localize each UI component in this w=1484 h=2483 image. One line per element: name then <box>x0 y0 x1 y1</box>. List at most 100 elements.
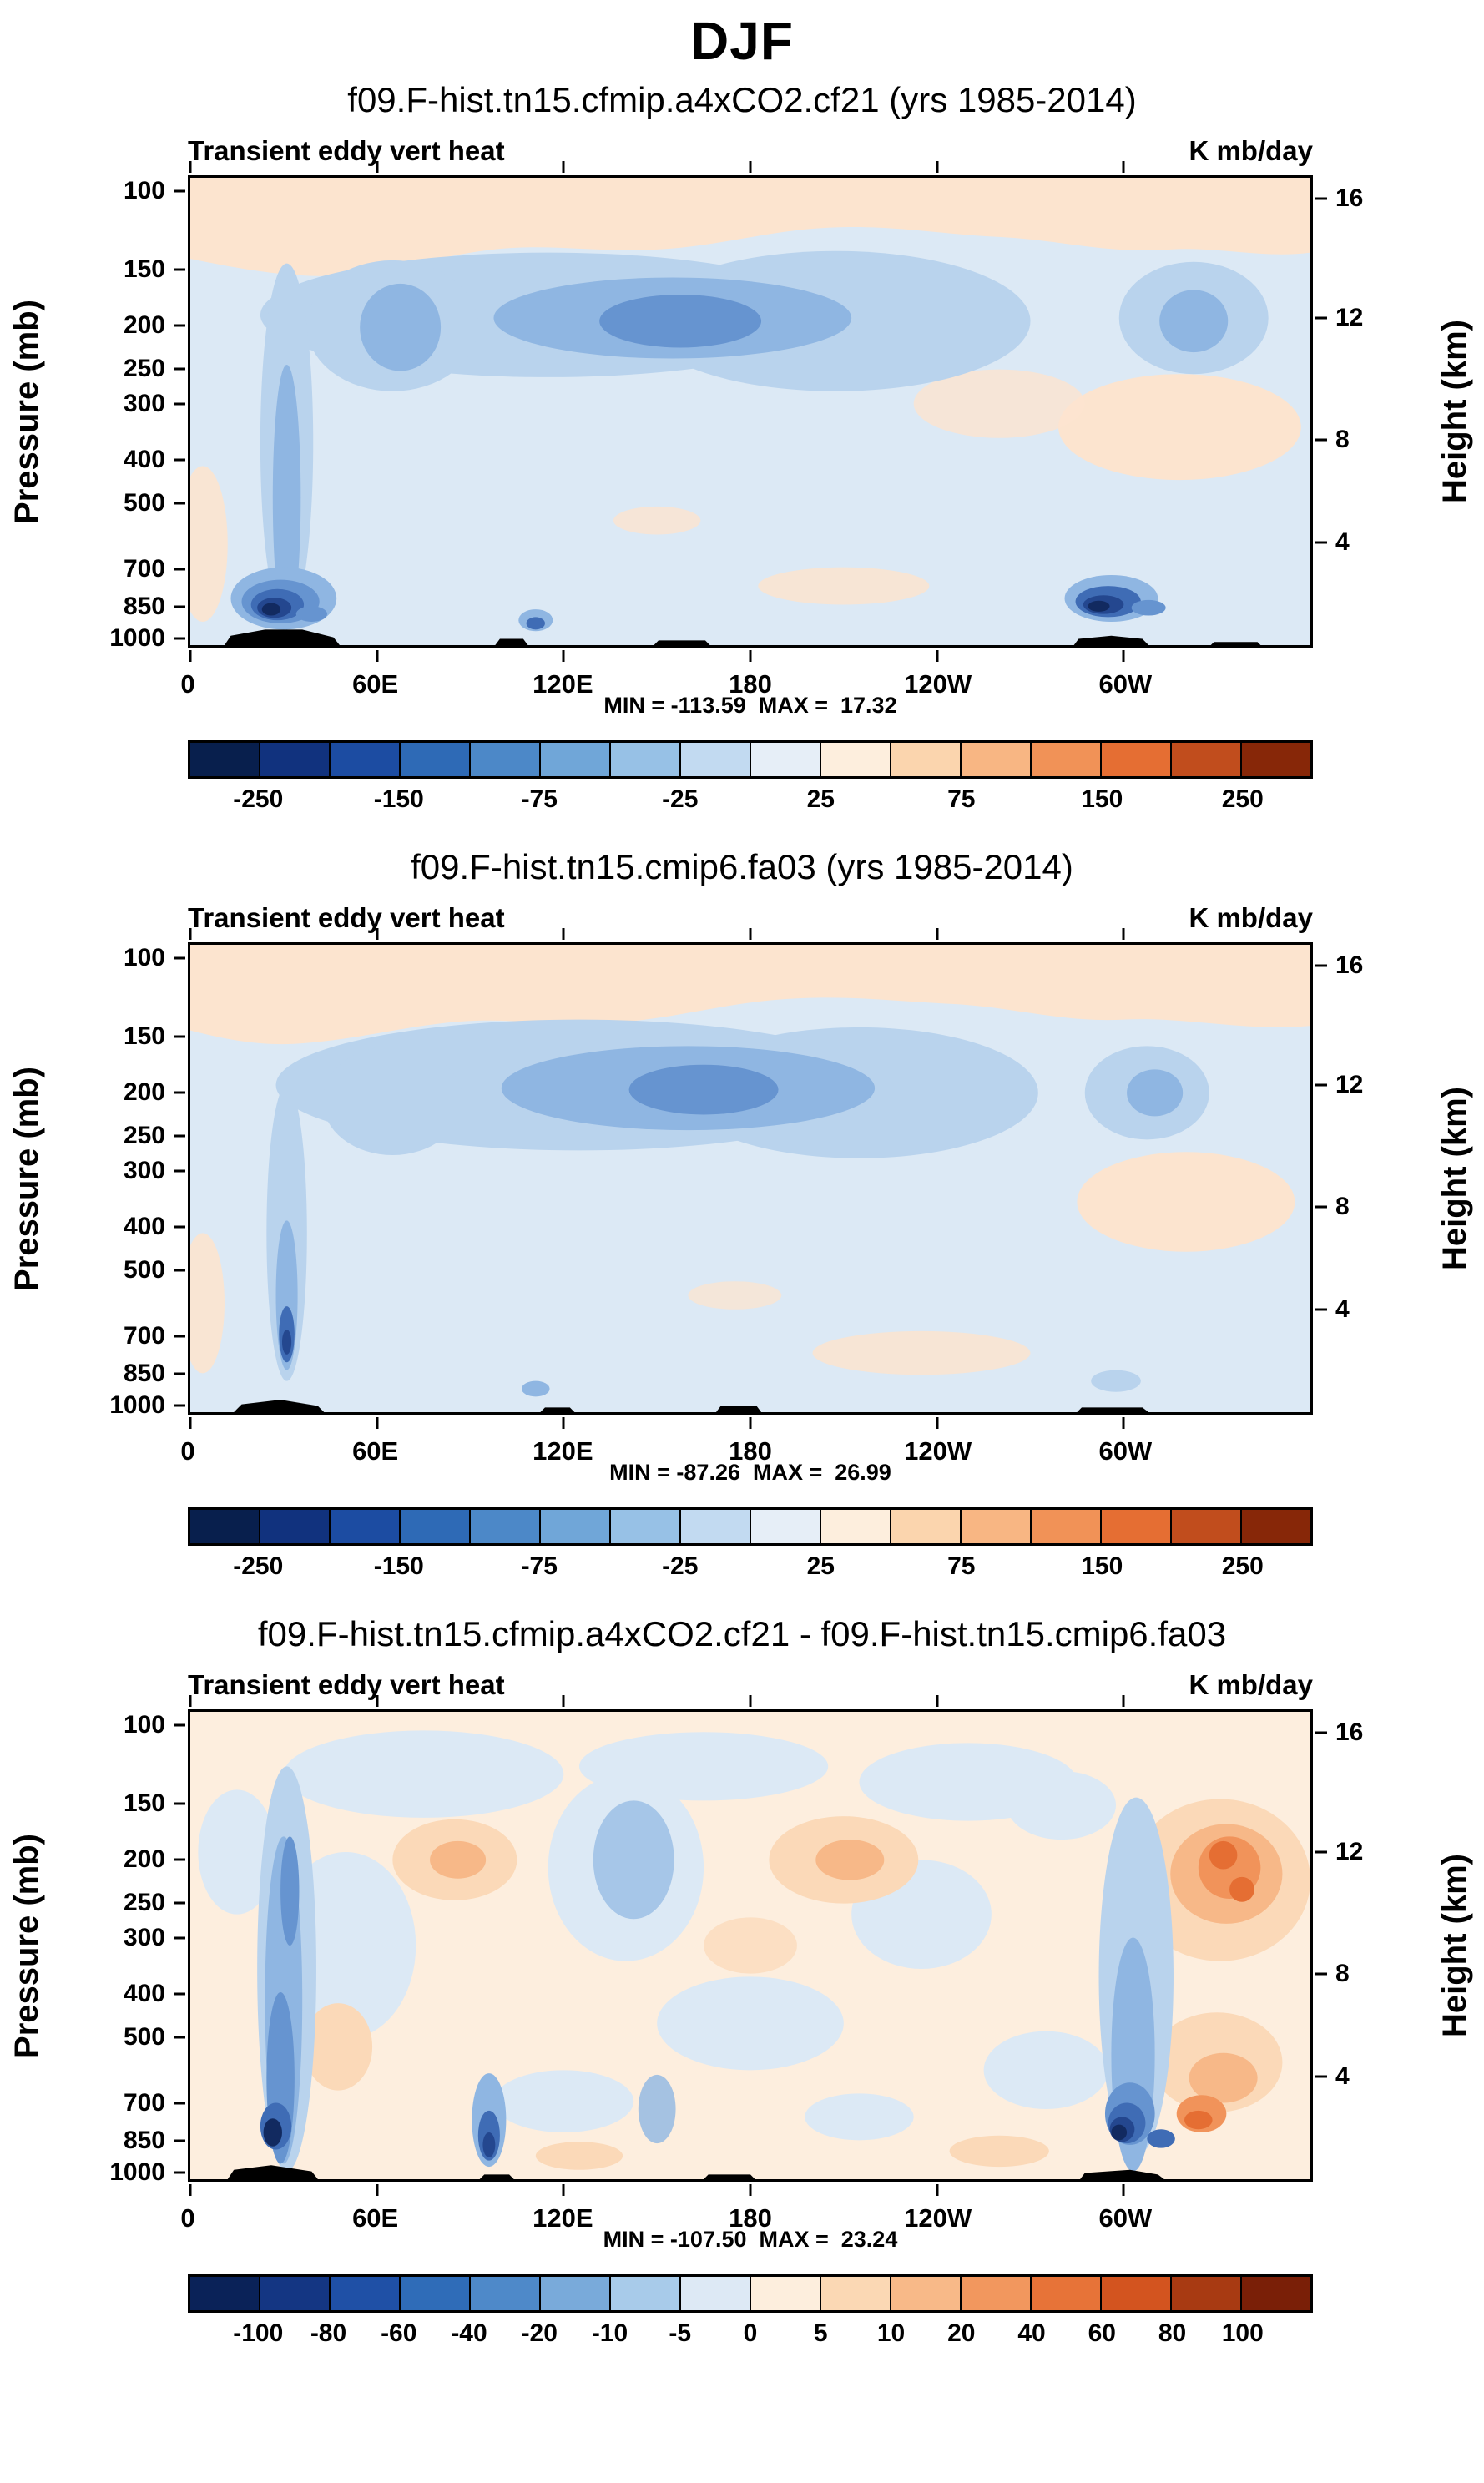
colorbar-segment <box>821 2277 891 2310</box>
pressure-tick-mark <box>174 956 185 960</box>
colorbar-segment <box>331 743 401 776</box>
pressure-tick-label: 150 <box>123 1789 165 1818</box>
colorbar-segment <box>541 1510 611 1543</box>
x-axis-tick-mark <box>376 650 379 662</box>
pressure-tick-label: 100 <box>123 943 165 971</box>
colorbar-tick-label: -5 <box>669 2319 692 2347</box>
colorbar-tick-label: -250 <box>233 785 284 813</box>
colorbar-segment <box>751 743 821 776</box>
pressure-tick-mark <box>174 1992 185 1996</box>
x-axis-tick-mark <box>749 650 752 662</box>
x-axis-tick-label: 180 <box>729 2203 772 2233</box>
colorbar-segment <box>1242 743 1310 776</box>
height-tick-mark <box>1315 438 1327 442</box>
plot-area-cell: 100 150 200 250 300 400 500 700 850 1000 16 12 8 4 <box>109 161 1363 662</box>
panel-difference: f09.F-hist.tn15.cfmip.a4xCO2.cf21 - f09.… <box>0 1614 1484 2353</box>
pressure-tick-label: 400 <box>123 1213 165 1241</box>
colorbar-segment <box>541 2277 611 2310</box>
pressure-tick-label: 300 <box>123 1157 165 1185</box>
colorbar-tick-label: -100 <box>233 2319 284 2347</box>
pressure-tick-mark <box>174 324 185 327</box>
pressure-tick-mark <box>174 268 185 271</box>
pressure-tick-label: 1000 <box>109 623 165 652</box>
x-axis-tick-mark <box>1122 2184 1125 2196</box>
x-axis-tick-mark <box>936 1695 939 1707</box>
x-axis-tick-mark <box>376 1695 379 1707</box>
colorbar-segment <box>260 2277 331 2310</box>
colorbar-tick-label: 150 <box>1081 1552 1123 1580</box>
colorbar-segment <box>1172 743 1242 776</box>
colorbar-tick-label: -25 <box>662 1552 699 1580</box>
colorbar-segment <box>1032 743 1102 776</box>
colorbar-segment <box>190 1510 260 1543</box>
colorbar-segment <box>611 2277 681 2310</box>
height-tick-label: 8 <box>1335 425 1350 453</box>
x-axis-tick-label: 60W <box>1098 1436 1153 1466</box>
colorbar-segment <box>821 1510 891 1543</box>
pressure-tick-mark <box>174 1035 185 1038</box>
colorbar-tick-label: -20 <box>521 2319 558 2347</box>
colorbar-tick-label: -25 <box>662 785 699 813</box>
pressure-tick-mark <box>174 1269 185 1272</box>
x-axis-tick-label: 120W <box>904 669 972 699</box>
colorbar-tick-label: 60 <box>1088 2319 1116 2347</box>
colorbar-tick-label: 75 <box>947 1552 976 1580</box>
colorbar-segment <box>1172 1510 1242 1543</box>
x-axis-tick-mark <box>562 1695 565 1707</box>
colorbar-segment <box>821 743 891 776</box>
colorbar-segment <box>891 1510 962 1543</box>
contour-field-art <box>190 178 1310 645</box>
colorbar-tick-label: 20 <box>947 2319 976 2347</box>
x-axis-tick-label: 60W <box>1098 669 1153 699</box>
contour-field-art <box>190 1712 1310 2179</box>
colorbar-tick-label: -10 <box>591 2319 628 2347</box>
colorbar-tick-label: 150 <box>1081 785 1123 813</box>
field-label: Transient eddy vert heat <box>188 902 505 933</box>
pressure-tick-label: 200 <box>123 1078 165 1106</box>
pressure-tick-label: 400 <box>123 446 165 474</box>
x-axis-tick-mark <box>1122 1417 1125 1429</box>
x-axis-tick-mark <box>189 928 192 940</box>
height-tick-label: 12 <box>1335 304 1364 331</box>
pressure-tick-mark <box>174 1091 185 1094</box>
height-tick-label: 4 <box>1335 2062 1350 2090</box>
x-axis-tick-mark <box>749 1695 752 1707</box>
x-axis-tick-mark <box>936 1417 939 1429</box>
x-axis-tick-mark <box>562 2184 565 2196</box>
colorbar-segments <box>188 2274 1313 2313</box>
pressure-tick-mark <box>174 2102 185 2105</box>
x-axis-tick-mark <box>749 1417 752 1429</box>
pressure-tick-label: 400 <box>123 1980 165 2008</box>
colorbar-segment <box>681 743 751 776</box>
x-axis-tick-label: 60E <box>352 669 399 699</box>
pressure-tick-label: 100 <box>123 176 165 204</box>
min-max-stats: MIN = -107.50 MAX = 23.24 <box>603 2227 898 2252</box>
pressure-tick-mark <box>174 1723 185 1727</box>
pressure-tick-mark <box>174 1134 185 1138</box>
colorbar-segment <box>891 2277 962 2310</box>
colorbar-tick-label: -75 <box>521 1552 558 1580</box>
x-axis-tick-mark <box>376 2184 379 2196</box>
x-axis-tick-label: 120W <box>904 1436 972 1466</box>
pressure-tick-mark <box>174 402 185 406</box>
pressure-tick-mark <box>174 1858 185 1861</box>
x-axis-tick-mark <box>936 2184 939 2196</box>
panel-title: f09.F-hist.tn15.cfmip.a4xCO2.cf21 - f09.… <box>257 1614 1227 1653</box>
colorbar-segment <box>751 1510 821 1543</box>
height-tick-mark <box>1315 1731 1327 1734</box>
height-axis-label: Height (km) <box>1436 1087 1473 1270</box>
pressure-tick-label: 300 <box>123 1924 165 1952</box>
pressure-tick-label: 100 <box>123 1710 165 1739</box>
pressure-tick-mark <box>174 2171 185 2174</box>
pressure-tick-label: 200 <box>123 1845 165 1873</box>
pressure-tick-label: 250 <box>123 1888 165 1916</box>
colorbar-segment <box>611 743 681 776</box>
colorbar-tick-label: -250 <box>233 1552 284 1580</box>
pressure-tick-label: 150 <box>123 255 165 284</box>
height-tick-label: 12 <box>1335 1838 1364 1865</box>
field-label: Transient eddy vert heat <box>188 1669 505 1700</box>
contour-plot: 100 150 200 250 300 400 500 700 850 1000 16 12 8 4 <box>109 161 1363 662</box>
pressure-tick-label: 850 <box>123 1359 165 1387</box>
min-max-stats: MIN = -87.26 MAX = 26.99 <box>609 1460 891 1485</box>
x-axis-tick-label: 0 <box>180 1436 195 1466</box>
